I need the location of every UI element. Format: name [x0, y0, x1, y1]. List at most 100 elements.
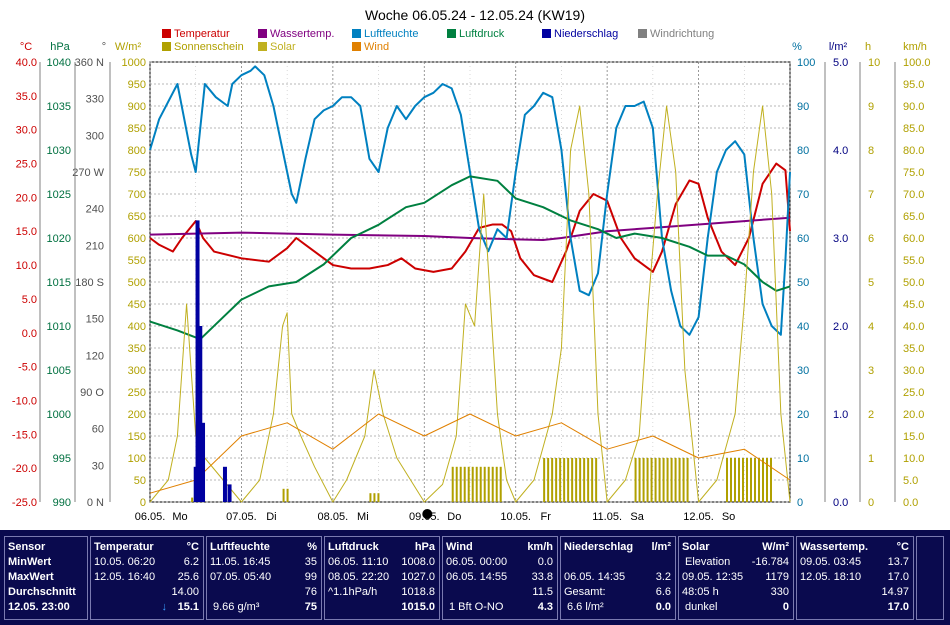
solar-column: Solar W/m² Elevation -16.784 09.05. 12:35 1…: [678, 536, 794, 620]
axis-tick-label: 0: [868, 497, 874, 509]
solar-elev-label: Elevation: [685, 556, 731, 568]
niederschlag-rate: 6.6 l/m²: [567, 601, 604, 613]
axis-tick-label: 50: [134, 475, 146, 487]
legend-swatch: [638, 29, 647, 38]
axis-tick-label: 6: [868, 233, 874, 245]
niederschlag-column: Niederschlag l/m² 06.05. 14:35 3.2 Gesamt:…: [560, 536, 676, 620]
wassertemp-header: Wassertemp.: [800, 541, 869, 553]
axis-tick-label: 60: [92, 424, 104, 436]
niederschlag-header: Niederschlag: [564, 541, 634, 553]
axis-tick-label: 100.0: [903, 57, 931, 69]
min-label: MinWert: [8, 556, 52, 568]
solar-state: dunkel: [685, 601, 718, 613]
axis-tick-label: 20: [797, 409, 809, 421]
stats-panel: Sensor MinWert MaxWert Durchschnitt 12.0…: [0, 530, 950, 625]
axis-tick-label: 1000: [47, 409, 71, 421]
axis-tick-label: 270 W: [72, 167, 104, 179]
axis-tick-label: 60: [797, 233, 809, 245]
sunshine-bar: [750, 458, 752, 502]
sunshine-bar: [475, 466, 478, 502]
niederschlag-max-time: 06.05. 14:35: [564, 571, 626, 583]
legend-label: Temperatur: [174, 28, 230, 40]
sunshine-bar: [638, 458, 641, 502]
axis-tick-label: 1025: [47, 189, 71, 201]
axis-tick-label: 100: [797, 57, 815, 69]
sunshine-bar: [742, 458, 744, 502]
axis-tick-label: 4.0: [833, 145, 848, 157]
axis-tick-label: 90.0: [903, 101, 924, 113]
wassertemp-unit: °C: [896, 541, 909, 553]
axis-tick-label: 1030: [47, 145, 71, 157]
axis-tick-label: 100: [128, 453, 146, 465]
axis-tick-label: 1005: [47, 365, 71, 377]
sensor-column: Sensor MinWert MaxWert Durchschnitt 12.0…: [4, 536, 88, 620]
temperatur-column: Temperatur °C 10.05. 06:20 6.2 12.05. 16:4…: [90, 536, 204, 620]
luftfeuchte-abs: 9.66 g/m³: [213, 601, 260, 613]
luftfeuchte-max-time: 07.05. 05:40: [210, 571, 272, 583]
axis-tick-label: 65.0: [903, 211, 924, 223]
x-weekday-label: Sa: [630, 511, 644, 523]
avg-label: Durchschnitt: [8, 586, 76, 598]
axis-tick-label: 1010: [47, 321, 71, 333]
luftfeuchte-current: 75: [304, 601, 317, 613]
axis-tick-label: 350: [128, 343, 146, 355]
luftfeuchte-header: Luftfeuchte: [210, 541, 270, 553]
axis-tick-label: 2: [868, 409, 874, 421]
axis-tick-label: 450: [128, 299, 146, 311]
axis-tick-label: 50: [797, 277, 809, 289]
x-weekday-label: Mo: [172, 511, 187, 523]
sunshine-bar: [770, 458, 772, 502]
legend-label: Sonnenschein: [174, 41, 244, 53]
axis-tick-label: 750: [128, 167, 146, 179]
temperatur-header: Temperatur: [94, 541, 154, 553]
temperatur-current: 15.1: [177, 601, 199, 613]
sunshine-bar: [282, 488, 285, 502]
axis-tick-label: 15.0: [16, 226, 37, 238]
axis-tick-label: 40: [797, 321, 809, 333]
sunshine-bar: [487, 466, 490, 502]
wind-max-time: 06.05. 14:55: [446, 571, 508, 583]
axis-tick-label: 1040: [47, 57, 71, 69]
legend-label: Wassertemp.: [270, 28, 334, 40]
axis-tick-label: 10: [797, 453, 809, 465]
axis-tick-label: 0.0: [903, 497, 918, 509]
sunshine-bar: [674, 458, 677, 502]
legend-swatch: [162, 29, 171, 38]
luftdruck-current: 1015.0: [401, 601, 435, 613]
axis-tick-label: -15.0: [12, 429, 37, 441]
weather-chart: Woche 06.05.24 - 12.05.24 (KW19) Temperat…: [12, 7, 931, 523]
axis-tick-label: 45.0: [903, 299, 924, 311]
axis-tick-label: -10.0: [12, 395, 37, 407]
axis-unit: °C: [20, 41, 32, 53]
axis-tick-label: 150: [128, 431, 146, 443]
axis-tick-label: 30: [92, 460, 104, 472]
legend-label: Niederschlag: [554, 28, 618, 40]
x-weekday-label: Do: [447, 511, 461, 523]
legend-label: Luftdruck: [459, 28, 505, 40]
sunshine-bar: [491, 466, 494, 502]
sunshine-bar: [471, 466, 474, 502]
wind-unit: km/h: [527, 541, 553, 553]
sunshine-bar: [479, 466, 482, 502]
axis-tick-label: 75.0: [903, 167, 924, 179]
temperatur-max-val: 25.6: [177, 571, 199, 583]
axis-tick-label: 50.0: [903, 277, 924, 289]
sunshine-bar: [646, 458, 649, 502]
sunshine-bar: [738, 458, 740, 502]
sunshine-bar: [682, 458, 685, 502]
axis-tick-label: 25.0: [16, 159, 37, 171]
x-date-label: 07.05.: [226, 511, 257, 523]
axis-tick-label: 400: [128, 321, 146, 333]
sunshine-bar: [730, 458, 732, 502]
axis-unit: l/m²: [829, 41, 848, 53]
sunshine-bar: [678, 458, 681, 502]
axis-tick-label: 40.0: [16, 57, 37, 69]
temperatur-avg: 14.00: [171, 586, 199, 598]
axis-tick-label: -25.0: [12, 497, 37, 509]
luftfeuchte-avg: 76: [304, 586, 317, 598]
sunshine-bar: [666, 458, 669, 502]
axis-tick-label: 0.0: [22, 328, 37, 340]
axis-tick-label: 1000: [122, 57, 146, 69]
axis-tick-label: 40.0: [903, 321, 924, 333]
current-time-marker: [422, 509, 433, 519]
